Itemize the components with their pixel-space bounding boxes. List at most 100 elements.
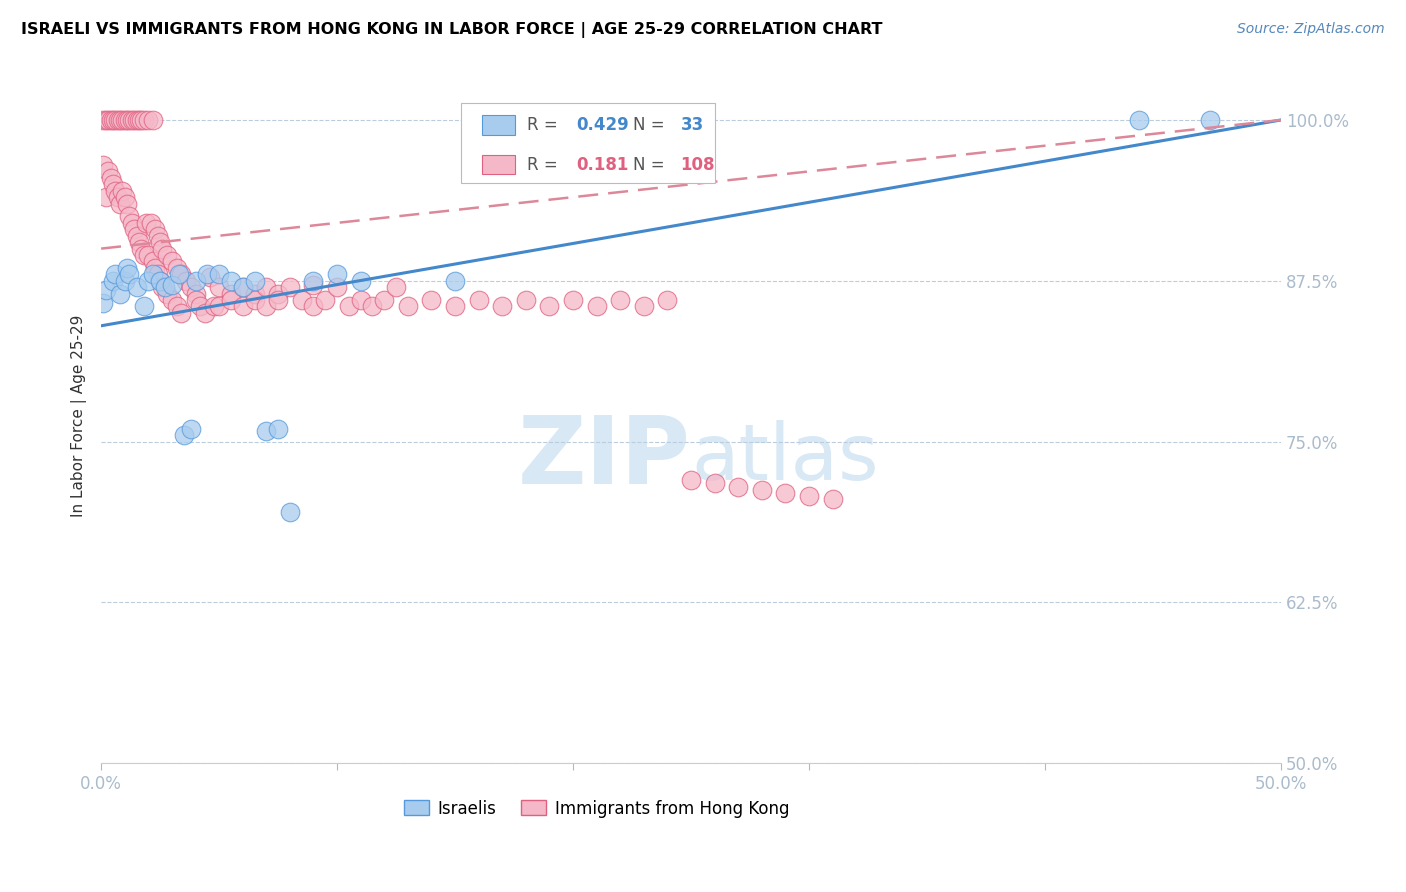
Point bbox=[115, 260, 138, 275]
Point bbox=[219, 293, 242, 307]
Point bbox=[585, 300, 607, 314]
Point bbox=[149, 274, 172, 288]
Point bbox=[170, 306, 193, 320]
Point bbox=[146, 228, 169, 243]
Point bbox=[1128, 112, 1150, 127]
Point bbox=[208, 280, 231, 294]
Point bbox=[775, 486, 797, 500]
Point bbox=[278, 280, 301, 294]
Point bbox=[129, 242, 152, 256]
Text: R =: R = bbox=[527, 156, 562, 174]
Point bbox=[254, 280, 277, 294]
Text: 108: 108 bbox=[681, 156, 714, 174]
Point bbox=[188, 300, 211, 314]
Text: ZIP: ZIP bbox=[519, 411, 690, 503]
Point bbox=[278, 505, 301, 519]
Point bbox=[152, 280, 174, 294]
Legend: Israelis, Immigrants from Hong Kong: Israelis, Immigrants from Hong Kong bbox=[398, 793, 796, 824]
Point bbox=[100, 170, 122, 185]
Point bbox=[170, 268, 193, 282]
Point bbox=[373, 293, 395, 307]
Point bbox=[153, 280, 176, 294]
Point bbox=[444, 274, 467, 288]
Point bbox=[326, 280, 349, 294]
Point bbox=[115, 196, 138, 211]
Point bbox=[145, 222, 167, 236]
Point bbox=[166, 260, 188, 275]
Point bbox=[152, 242, 174, 256]
Point bbox=[232, 280, 254, 294]
Point bbox=[467, 293, 489, 307]
Point bbox=[166, 300, 188, 314]
Point bbox=[142, 254, 165, 268]
Point bbox=[104, 112, 127, 127]
Point bbox=[93, 158, 115, 172]
Point bbox=[104, 184, 127, 198]
Point bbox=[94, 190, 117, 204]
Point bbox=[142, 112, 165, 127]
Point bbox=[100, 112, 122, 127]
Point bbox=[180, 280, 202, 294]
Point bbox=[444, 300, 467, 314]
Point bbox=[302, 274, 325, 288]
Point bbox=[122, 222, 145, 236]
Point bbox=[1199, 112, 1222, 127]
Point bbox=[184, 274, 207, 288]
Point bbox=[132, 300, 155, 314]
Point bbox=[208, 300, 231, 314]
Point bbox=[125, 228, 148, 243]
Point bbox=[609, 293, 631, 307]
Point bbox=[121, 216, 143, 230]
Text: N =: N = bbox=[633, 156, 671, 174]
Point bbox=[132, 112, 155, 127]
Point bbox=[337, 300, 360, 314]
Point bbox=[194, 306, 217, 320]
Point bbox=[97, 112, 120, 127]
Point bbox=[243, 286, 266, 301]
Point bbox=[302, 300, 325, 314]
Point bbox=[129, 112, 152, 127]
Point bbox=[136, 112, 159, 127]
Point bbox=[128, 235, 150, 249]
Point bbox=[562, 293, 585, 307]
Point bbox=[243, 274, 266, 288]
Point bbox=[267, 286, 290, 301]
Point bbox=[420, 293, 443, 307]
Point bbox=[174, 274, 197, 288]
Point bbox=[128, 112, 150, 127]
Point bbox=[114, 190, 136, 204]
Point bbox=[160, 254, 183, 268]
Text: R =: R = bbox=[527, 116, 562, 134]
Point bbox=[491, 300, 513, 314]
Point bbox=[142, 268, 165, 282]
Point bbox=[243, 293, 266, 307]
Point bbox=[160, 293, 183, 307]
Point bbox=[101, 112, 124, 127]
Point bbox=[156, 286, 179, 301]
Point bbox=[118, 210, 141, 224]
Point bbox=[195, 268, 218, 282]
Point bbox=[101, 178, 124, 192]
Point bbox=[93, 295, 115, 310]
Point bbox=[108, 112, 131, 127]
Point bbox=[122, 112, 145, 127]
Text: Source: ZipAtlas.com: Source: ZipAtlas.com bbox=[1237, 22, 1385, 37]
Point bbox=[114, 274, 136, 288]
Point bbox=[107, 112, 129, 127]
Point bbox=[136, 248, 159, 262]
Point bbox=[108, 196, 131, 211]
Point bbox=[361, 300, 384, 314]
Point bbox=[173, 428, 195, 442]
Point bbox=[111, 184, 134, 198]
Point bbox=[326, 268, 349, 282]
Point bbox=[254, 300, 277, 314]
Point bbox=[232, 280, 254, 294]
Point bbox=[350, 274, 373, 288]
Point bbox=[184, 286, 207, 301]
Point bbox=[118, 268, 141, 282]
Point bbox=[114, 112, 136, 127]
Text: N =: N = bbox=[633, 116, 671, 134]
Point bbox=[314, 293, 336, 307]
Point bbox=[94, 283, 117, 297]
Point bbox=[254, 424, 277, 438]
